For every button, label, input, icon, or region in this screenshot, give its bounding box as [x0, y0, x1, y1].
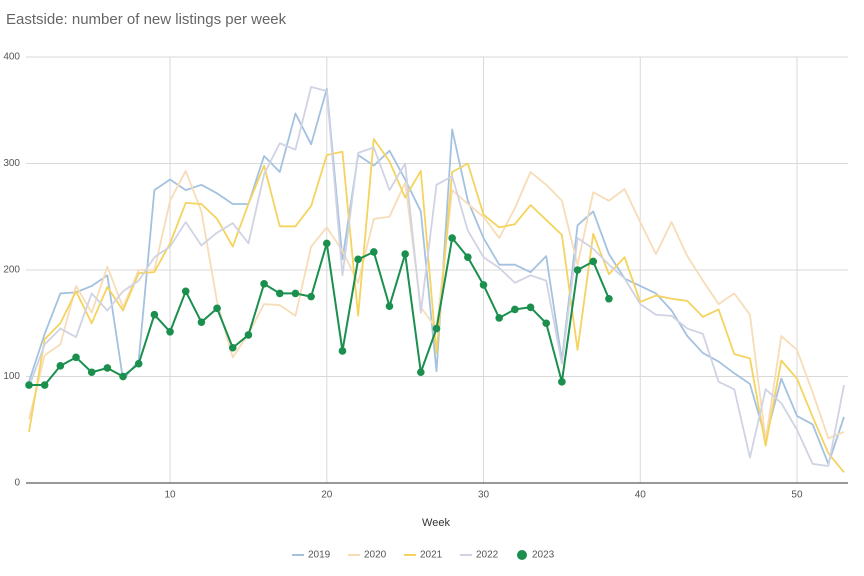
series-line [28, 85, 845, 467]
legend-item: 2022 [460, 550, 499, 561]
x-tick-label: 40 [635, 490, 647, 501]
x-axis-title: Week [422, 517, 450, 529]
x-tick-label: 20 [321, 490, 333, 501]
data-point [401, 250, 409, 258]
data-point [385, 302, 394, 311]
data-point [605, 294, 613, 303]
legend-label: 2022 [476, 550, 499, 561]
data-point [542, 319, 551, 328]
y-tick-label: 200 [3, 265, 20, 276]
data-point [354, 255, 362, 264]
data-point [244, 331, 253, 339]
data-point [181, 287, 190, 296]
data-point [417, 368, 425, 377]
series-line [28, 88, 845, 465]
legend-marker [517, 550, 527, 560]
series-line [29, 237, 610, 387]
data-point [573, 266, 582, 274]
data-point [25, 381, 33, 389]
legend-label: 2019 [308, 550, 331, 561]
legend-item: 2019 [292, 550, 331, 561]
x-tick-label: 30 [478, 490, 490, 501]
chart-title: Eastside: number of new listings per wee… [6, 11, 287, 28]
x-tick-label: 10 [164, 490, 176, 501]
data-point [589, 257, 598, 266]
data-point [479, 281, 488, 289]
data-point [511, 305, 519, 314]
legend-item: 2020 [348, 550, 387, 561]
data-point [558, 378, 566, 386]
data-point [72, 353, 80, 362]
y-tick-label: 300 [3, 158, 20, 169]
data-point [56, 362, 65, 370]
data-point [275, 289, 284, 298]
data-point [464, 253, 472, 262]
x-tick-label: 50 [791, 490, 803, 501]
data-point [370, 248, 378, 256]
data-point [307, 292, 315, 301]
legend-label: 2021 [420, 550, 443, 561]
data-point [228, 343, 237, 352]
data-point [495, 314, 503, 322]
data-point [40, 381, 49, 389]
data-point [432, 324, 441, 333]
legend-item: 2023 [517, 550, 555, 561]
data-point [260, 280, 268, 288]
y-tick-label: 400 [3, 52, 20, 63]
data-point [166, 327, 174, 336]
y-tick-label: 100 [3, 371, 20, 382]
series-line [28, 170, 845, 442]
data-point [103, 364, 112, 372]
legend-label: 2023 [532, 550, 555, 561]
data-point [87, 368, 96, 377]
data-point [119, 372, 127, 381]
data-point [134, 359, 143, 368]
legend-item: 2021 [404, 550, 443, 561]
data-point [150, 310, 159, 319]
data-point [526, 303, 535, 312]
series-line [28, 138, 845, 473]
data-point [338, 347, 347, 355]
data-point [322, 239, 331, 248]
data-point [448, 234, 456, 242]
y-tick-label: 0 [14, 478, 20, 489]
data-point [197, 318, 206, 326]
data-point [291, 289, 300, 298]
legend-label: 2020 [364, 550, 387, 561]
data-point [213, 304, 221, 313]
